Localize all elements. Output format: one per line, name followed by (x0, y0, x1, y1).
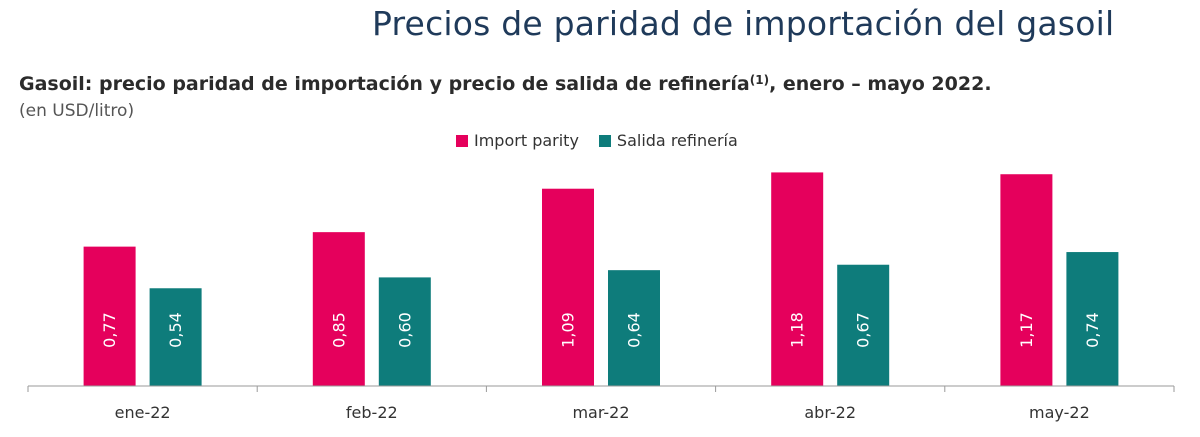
x-tick-label: abr-22 (804, 403, 856, 422)
legend-label-import-parity: Import parity (474, 131, 579, 150)
bar (1066, 252, 1119, 386)
chart-title-footnote: (1) (749, 73, 770, 87)
x-tick-label: ene-22 (115, 403, 171, 422)
data-label: 0,77 (100, 312, 119, 348)
chart-subtitle: (en USD/litro) (19, 101, 135, 121)
data-label: 1,18 (788, 312, 807, 348)
legend-item-import-parity: Import parity (456, 131, 579, 150)
bar (542, 188, 594, 386)
bar (83, 246, 136, 386)
data-label: 0,67 (854, 312, 873, 348)
chart-title-tail: , enero – mayo 2022. (769, 73, 992, 95)
bar (378, 277, 431, 386)
legend-item-salida-refineria: Salida refinería (598, 131, 738, 150)
chart-legend: Import parity Salida refinería (456, 131, 758, 150)
chart-title-main: Gasoil: precio paridad de importación y … (19, 73, 750, 95)
legend-label-salida-refineria: Salida refinería (616, 131, 738, 150)
x-tick-label: mar-22 (572, 403, 629, 422)
x-tick-label: may-22 (1029, 403, 1090, 422)
bar (608, 270, 660, 386)
bar (149, 288, 202, 386)
legend-swatch-import-parity (456, 134, 468, 147)
data-label: 0,85 (329, 312, 348, 348)
legend-swatch-salida-refineria (598, 134, 611, 147)
bar (1000, 174, 1053, 386)
bar (312, 232, 365, 386)
chart-title: Gasoil: precio paridad de importación y … (19, 73, 992, 95)
data-label: 0,64 (625, 312, 644, 348)
page-title: Precios de paridad de importación del ga… (372, 4, 1115, 43)
data-label: 1,09 (559, 312, 578, 348)
bar (771, 172, 824, 386)
x-tick-label: feb-22 (346, 403, 398, 422)
data-label: 0,74 (1083, 312, 1102, 348)
data-label: 1,17 (1017, 312, 1036, 348)
data-label: 0,54 (166, 312, 185, 348)
data-label: 0,60 (395, 312, 414, 348)
bar (837, 264, 890, 386)
